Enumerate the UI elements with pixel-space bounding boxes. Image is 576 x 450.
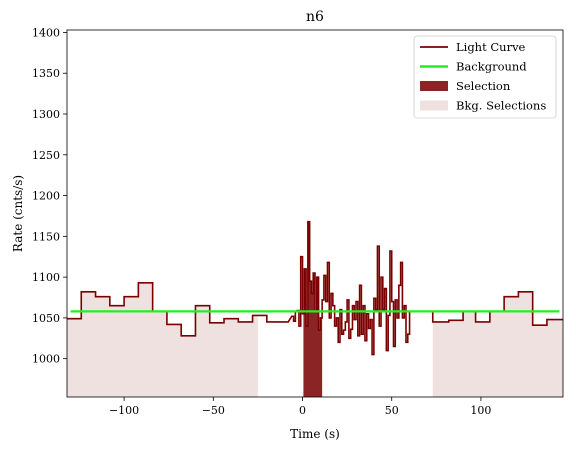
legend-box [413, 35, 557, 119]
y-axis-label: Rate (cnts/s) [11, 175, 25, 252]
y-tick-label: 1200 [32, 190, 60, 203]
y-tick-label: 1300 [32, 108, 60, 121]
chart-title: n6 [306, 9, 324, 25]
x-axis-label: Time (s) [290, 427, 340, 441]
y-tick-label: 1050 [32, 312, 60, 325]
legend-entry-label: Light Curve [456, 40, 526, 54]
light-curve-layer [67, 220, 563, 356]
y-tick-label: 1400 [32, 26, 60, 39]
plot-frame [66, 29, 564, 398]
x-tick-label: 50 [385, 404, 399, 417]
y-tick-label: 1350 [32, 67, 60, 80]
y-tick-label: 1000 [32, 353, 60, 366]
y-tick-label: 1250 [32, 149, 60, 162]
legend-entry-label: Selection [456, 79, 511, 93]
legend-entry-label: Bkg. Selections [456, 99, 546, 113]
light-curve-series [67, 220, 563, 356]
legend: Light Curve Background Selection Bkg. Selec… [413, 35, 557, 119]
x-tick-label: −100 [109, 404, 139, 417]
x-tick-label: 0 [299, 404, 306, 417]
y-tick-label: 1150 [32, 230, 60, 243]
legend-swatch [420, 100, 448, 111]
x-tick-label: 100 [470, 404, 491, 417]
y-tick-label: 1100 [32, 271, 60, 284]
axes: −100 −50 0 50 100 1000 1050 1100 1150 1200 1250 130… [32, 26, 491, 417]
legend-entry-label: Background [456, 60, 527, 74]
x-tick-label: −50 [202, 404, 225, 417]
bkg-selection-region [432, 291, 563, 397]
legend-swatch [420, 81, 448, 91]
